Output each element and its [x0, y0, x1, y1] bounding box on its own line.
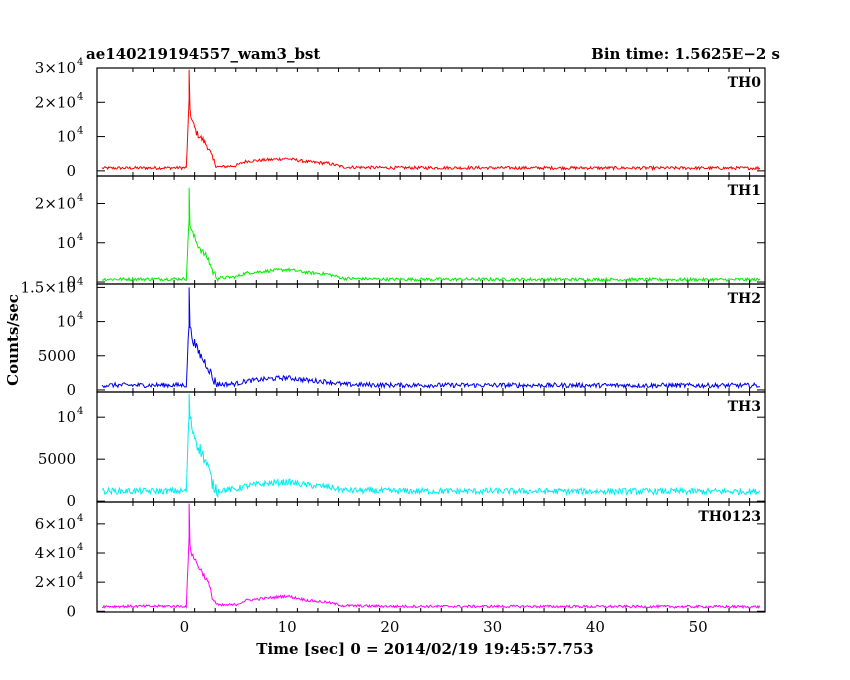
y-tick-label: 5000 — [38, 450, 76, 468]
y-tick-label: 0 — [66, 381, 76, 399]
lightcurve-th0123 — [102, 503, 761, 610]
panel-frame — [96, 67, 766, 177]
panel-label: TH0123 — [698, 509, 761, 525]
x-axis-label: Time [sec] 0 = 2014/02/19 19:45:57.753 — [256, 640, 593, 658]
lightcurve-th3 — [101, 393, 761, 499]
y-tick-label: 0 — [66, 273, 76, 291]
y-tick-label: 1.5×10 — [20, 278, 76, 296]
y-tick-label-exponent: 4 — [77, 126, 83, 137]
x-tick-label: 50 — [689, 618, 708, 636]
y-tick-label-exponent: 4 — [77, 513, 83, 524]
y-tick-label: 5000 — [38, 347, 76, 365]
y-tick-label-exponent: 4 — [77, 406, 83, 417]
y-tick-label: 0 — [66, 162, 76, 180]
y-tick-label: 0 — [66, 492, 76, 510]
y-tick-label-exponent: 4 — [77, 232, 83, 243]
panel-label: TH1 — [728, 183, 761, 199]
y-tick-label: 0 — [66, 602, 76, 620]
y-tick-label: 6×10 — [35, 515, 76, 533]
x-tick-label: 20 — [380, 618, 399, 636]
y-tick-label: 2×10 — [35, 93, 76, 111]
y-tick-label: 4×10 — [35, 544, 76, 562]
y-tick-label: 10 — [57, 408, 76, 426]
y-tick-label-exponent: 4 — [77, 91, 83, 102]
y-tick-label: 2×10 — [35, 194, 76, 212]
panel-th3: 0 5000 10 4 TH3 — [38, 391, 766, 510]
panel-frame — [96, 501, 766, 613]
lightcurve-th2 — [101, 287, 760, 390]
panel-frame — [96, 175, 766, 285]
y-tick-label: 10 — [57, 313, 76, 331]
lightcurve-th1 — [101, 187, 761, 283]
bin-time-label: Bin time: 1.5625E−2 s — [591, 45, 780, 63]
lightcurve-th0 — [101, 69, 761, 172]
panel-label: TH3 — [728, 399, 761, 415]
y-tick-label: 10 — [57, 234, 76, 252]
y-tick-label: 10 — [57, 128, 76, 146]
x-tick-label: 10 — [278, 618, 297, 636]
y-tick-label-exponent: 4 — [77, 57, 83, 68]
y-tick-label-exponent: 4 — [77, 276, 83, 287]
x-tick-label: 0 — [180, 618, 190, 636]
y-tick-label-exponent: 4 — [77, 311, 83, 322]
y-tick-label-exponent: 4 — [77, 571, 83, 582]
y-tick-label-exponent: 4 — [77, 542, 83, 553]
panel-frame — [96, 283, 766, 393]
panel-th1: 010 42×10 4 TH1 — [35, 175, 766, 291]
x-tick-label: 30 — [483, 618, 502, 636]
y-tick-label: 3×10 — [35, 59, 76, 77]
chart-title: ae140219194557_wam3_bst — [86, 45, 320, 63]
panel-label: TH2 — [728, 291, 761, 307]
y-tick-label: 2×10 — [35, 573, 76, 591]
panel-th0123: 02×10 44×10 46×10 4 TH0123 — [35, 501, 766, 620]
x-tick-label: 40 — [586, 618, 605, 636]
panel-label: TH0 — [728, 75, 762, 91]
y-axis-label: Counts/sec — [4, 294, 22, 386]
y-tick-label-exponent: 4 — [77, 192, 83, 203]
